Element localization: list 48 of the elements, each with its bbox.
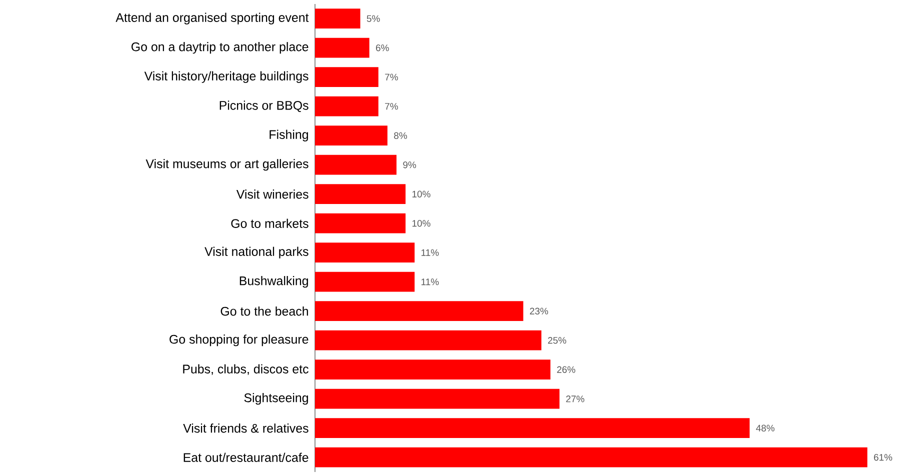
data-label: 23%: [530, 308, 548, 314]
data-label: 11%: [422, 249, 439, 256]
y-tick-label: Go on a daytrip to another place: [132, 42, 308, 54]
bar: [315, 388, 560, 409]
bar: [315, 38, 370, 58]
y-tick-label: Visit wineries: [236, 190, 308, 199]
y-tick-label: Go to the beach: [220, 306, 308, 316]
data-label: 11%: [422, 278, 439, 286]
y-tick-label: Visit museums or art galleries: [146, 159, 308, 171]
y-tick-label: Fishing: [270, 130, 308, 142]
y-tick-label: Attend an organised sporting event: [116, 12, 309, 24]
bar: [315, 96, 378, 116]
data-label: 7%: [385, 74, 398, 80]
y-tick-label: Visit national parks: [204, 246, 308, 258]
data-label: 48%: [756, 424, 774, 432]
bar: [315, 360, 550, 380]
bar: [315, 418, 750, 438]
data-label: 27%: [566, 396, 584, 402]
bar: [315, 330, 542, 350]
bar: [315, 272, 415, 292]
y-tick-label: Eat out/restaurant/cafe: [184, 452, 308, 462]
bar: [315, 126, 388, 146]
y-tick-label: Picnics or BBQs: [220, 100, 308, 112]
data-label: 8%: [394, 132, 407, 139]
y-tick-label: Pubs, clubs, discos etc: [183, 364, 308, 375]
data-label: 26%: [557, 366, 576, 373]
bar: [315, 213, 406, 234]
data-label: 7%: [385, 103, 398, 110]
bar: [315, 447, 868, 468]
data-label: 5%: [366, 15, 380, 22]
bar: [315, 184, 406, 204]
data-label: 6%: [376, 44, 389, 52]
y-tick-label: Go shopping for pleasure: [170, 334, 308, 346]
data-label: 9%: [403, 162, 416, 168]
bar: [315, 8, 360, 29]
bar: [315, 301, 524, 322]
y-tick-label: Sightseeing: [244, 393, 308, 405]
data-label: 25%: [548, 337, 566, 344]
bar: [315, 154, 396, 175]
y-tick-label: Visit friends & relatives: [183, 424, 308, 433]
y-tick-label: Bushwalking: [240, 276, 308, 288]
bar: [315, 67, 378, 88]
data-label: 61%: [874, 454, 892, 461]
bar: [315, 242, 415, 263]
y-tick-label: Visit history/heritage buildings: [144, 71, 308, 83]
y-tick-label: Go to markets: [231, 218, 308, 228]
data-label: 10%: [412, 220, 430, 227]
data-label: 10%: [412, 190, 430, 198]
